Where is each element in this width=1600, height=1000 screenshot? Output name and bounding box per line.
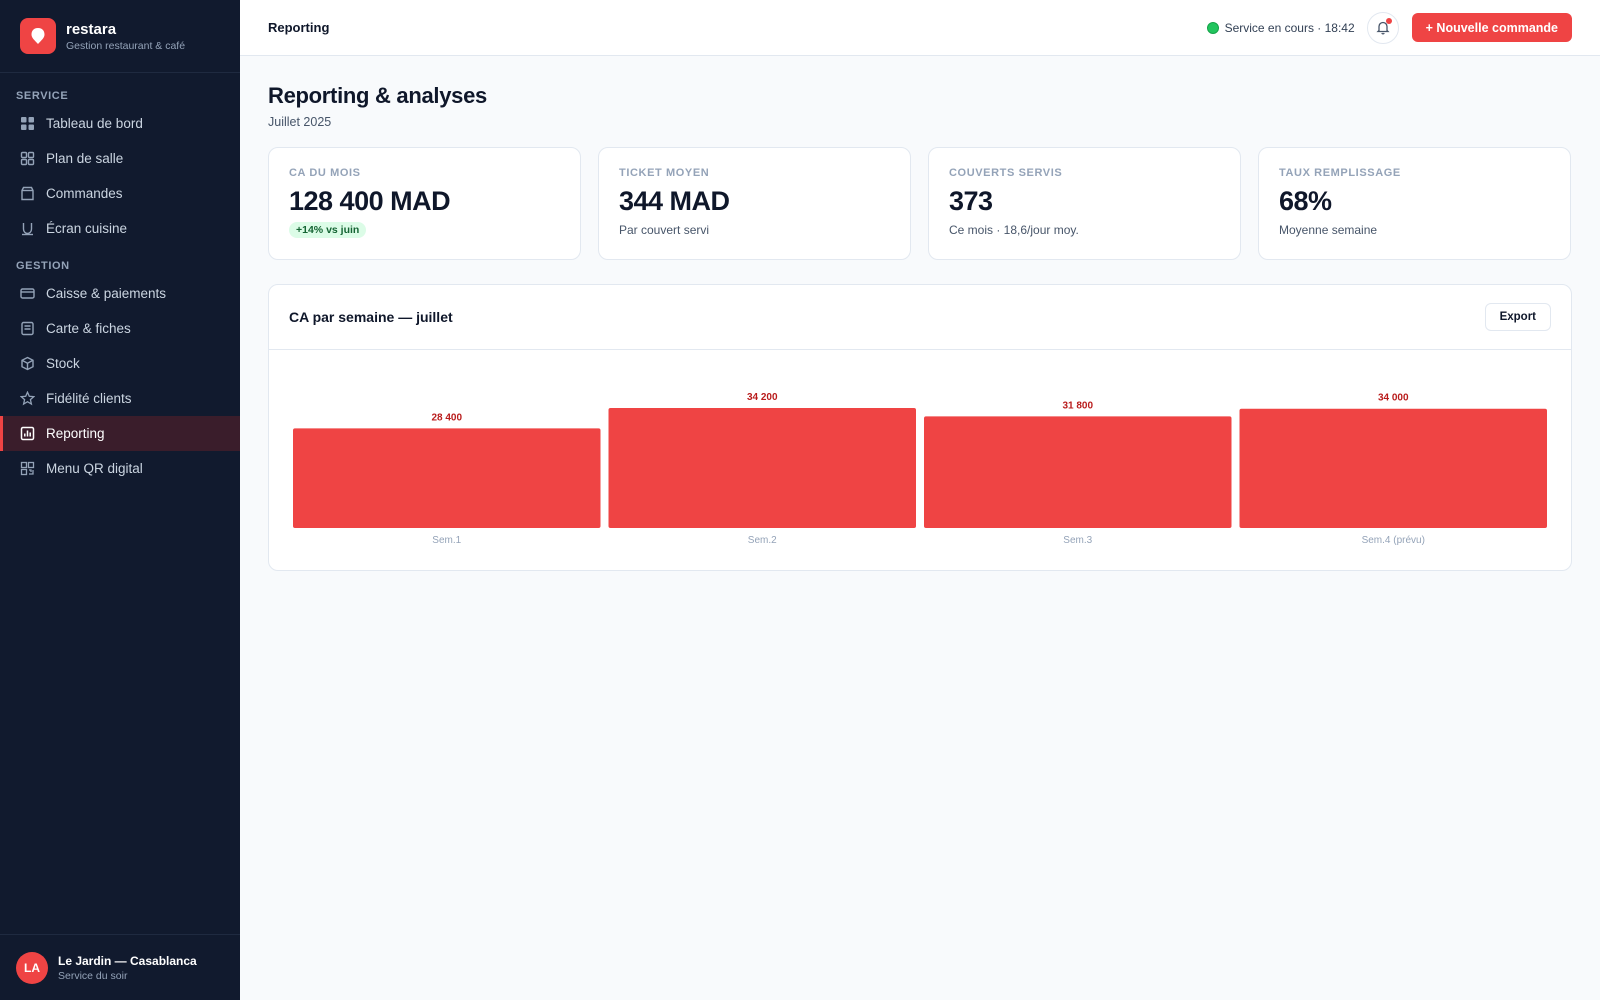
sidebar-item-label: Caisse & paiements — [46, 286, 167, 301]
service-status: Service en cours · 18:42 — [1206, 20, 1355, 35]
sidebar: restara Gestion restaurant & café SERVIC… — [0, 0, 240, 1000]
x-tick-label: Sem.2 — [748, 535, 777, 546]
sidebar-item-label: Reporting — [46, 426, 105, 441]
kpi-card-occupancy: TAUX REMPLISSAGE 68% Moyenne semaine — [1258, 147, 1571, 260]
card-icon — [20, 286, 35, 301]
bar-value-label: 34 200 — [747, 392, 778, 403]
bar-value-label: 28 400 — [431, 412, 462, 423]
kpi-card-revenue: CA DU MOIS 128 400 MAD +14% vs juin — [268, 147, 581, 260]
x-tick-label: Sem.3 — [1063, 535, 1092, 546]
topbar-title: Reporting — [268, 20, 330, 35]
kpi-subtext: Ce mois · 18,6/jour moy. — [949, 223, 1079, 237]
chart-bar[interactable] — [1239, 408, 1548, 528]
kpi-subtext: Moyenne semaine — [1279, 223, 1378, 237]
export-button[interactable]: Export — [1484, 303, 1551, 331]
chart-bar[interactable] — [293, 428, 601, 528]
orders-icon — [20, 186, 35, 201]
sidebar-item-label: Tableau de bord — [46, 116, 143, 131]
kpi-card-average-ticket: TICKET MOYEN 344 MAD Par couvert servi — [598, 147, 911, 260]
venue-name: Le Jardin — Casablanca — [58, 953, 197, 968]
x-tick-label: Sem.4 (prévu) — [1362, 535, 1425, 546]
sidebar-item-reporting[interactable]: Reporting — [0, 416, 240, 451]
kpi-value: 68% — [1279, 186, 1332, 216]
notification-badge — [1385, 17, 1392, 24]
chart-bar[interactable] — [608, 408, 917, 528]
star-icon — [20, 391, 35, 406]
bell-icon — [1376, 21, 1390, 35]
menu-card-icon — [20, 321, 35, 336]
panel-title: CA par semaine — juillet — [289, 309, 453, 325]
dashboard-icon — [20, 116, 35, 131]
sidebar-item-label: Écran cuisine — [46, 221, 128, 236]
report-icon — [20, 426, 35, 441]
venue-switcher[interactable]: LA Le Jardin — Casablanca Service du soi… — [0, 934, 240, 1000]
weekly-revenue-chart: 28 400 Sem.1 34 200 Sem.2 31 800 Sem.3 34 000 S… — [269, 351, 1571, 570]
sidebar-item-label: Stock — [46, 356, 80, 371]
section-label-gestion: GESTION — [16, 260, 70, 272]
status-dot-icon — [1206, 21, 1219, 34]
brand-logo-icon — [20, 18, 56, 54]
brand-tagline: Gestion restaurant & café — [66, 39, 186, 52]
kpi-label: COUVERTS SERVIS — [949, 167, 1063, 179]
kpi-label: TICKET MOYEN — [619, 167, 710, 179]
kpi-value: 128 400 MAD — [289, 186, 451, 216]
kpi-value: 344 MAD — [619, 186, 730, 216]
brand-name: restara — [66, 20, 117, 38]
sidebar-item-label: Carte & fiches — [46, 321, 131, 336]
box-icon — [20, 356, 35, 371]
sidebar-item-dashboard[interactable]: Tableau de bord — [0, 106, 240, 141]
sidebar-item-label: Menu QR digital — [46, 461, 143, 476]
sidebar-item-loyalty[interactable]: Fidélité clients — [0, 381, 240, 416]
bar-value-label: 34 000 — [1378, 393, 1409, 404]
chart-bar[interactable] — [924, 416, 1232, 528]
service-status-text: Service en cours · 18:42 — [1224, 20, 1355, 35]
kpi-subtext: Par couvert servi — [619, 223, 710, 237]
bar-value-label: 31 800 — [1062, 400, 1093, 411]
bar-chart: 28 400 Sem.1 34 200 Sem.2 31 800 Sem.3 34 000 S… — [293, 392, 1548, 546]
avatar: LA — [16, 951, 48, 984]
sidebar-item-label: Commandes — [46, 186, 123, 201]
page-subtitle: Juillet 2025 — [268, 115, 332, 129]
brand[interactable]: restara Gestion restaurant & café — [0, 0, 240, 73]
sidebar-item-cashier[interactable]: Caisse & paiements — [0, 276, 240, 311]
kitchen-icon — [20, 221, 35, 236]
sidebar-item-kitchen-screen[interactable]: Écran cuisine — [0, 211, 240, 246]
sidebar-item-stock[interactable]: Stock — [0, 346, 240, 381]
section-label-service: SERVICE — [16, 90, 69, 102]
sidebar-item-floor-plan[interactable]: Plan de salle — [0, 141, 240, 176]
sidebar-item-label: Fidélité clients — [46, 391, 132, 406]
weekly-revenue-panel: CA par semaine — juillet Export 28 400 Se… — [268, 284, 1572, 571]
qr-icon — [20, 461, 35, 476]
x-tick-label: Sem.1 — [432, 535, 461, 546]
main-content: Reporting & analyses Juillet 2025 CA DU … — [268, 56, 1572, 571]
trend-badge: +14% vs juin — [289, 222, 367, 238]
new-order-button[interactable]: + Nouvelle commande — [1411, 13, 1572, 42]
sidebar-item-orders[interactable]: Commandes — [0, 176, 240, 211]
venue-shift: Service du soir — [58, 969, 128, 982]
notifications-button[interactable] — [1366, 11, 1399, 44]
kpi-label: CA DU MOIS — [289, 167, 361, 179]
sidebar-item-menu-cards[interactable]: Carte & fiches — [0, 311, 240, 346]
sidebar-item-qr-menu[interactable]: Menu QR digital — [0, 451, 240, 486]
kpi-row: CA DU MOIS 128 400 MAD +14% vs juin TICK… — [268, 147, 1572, 260]
sidebar-item-label: Plan de salle — [46, 151, 124, 166]
kpi-card-covers: COUVERTS SERVIS 373 Ce mois · 18,6/jour … — [928, 147, 1241, 260]
floor-plan-icon — [20, 151, 35, 166]
page-title: Reporting & analyses — [268, 83, 487, 108]
kpi-label: TAUX REMPLISSAGE — [1279, 167, 1401, 179]
topbar: Reporting Service en cours · 18:42 + Nou… — [240, 0, 1600, 56]
kpi-value: 373 — [949, 186, 993, 216]
